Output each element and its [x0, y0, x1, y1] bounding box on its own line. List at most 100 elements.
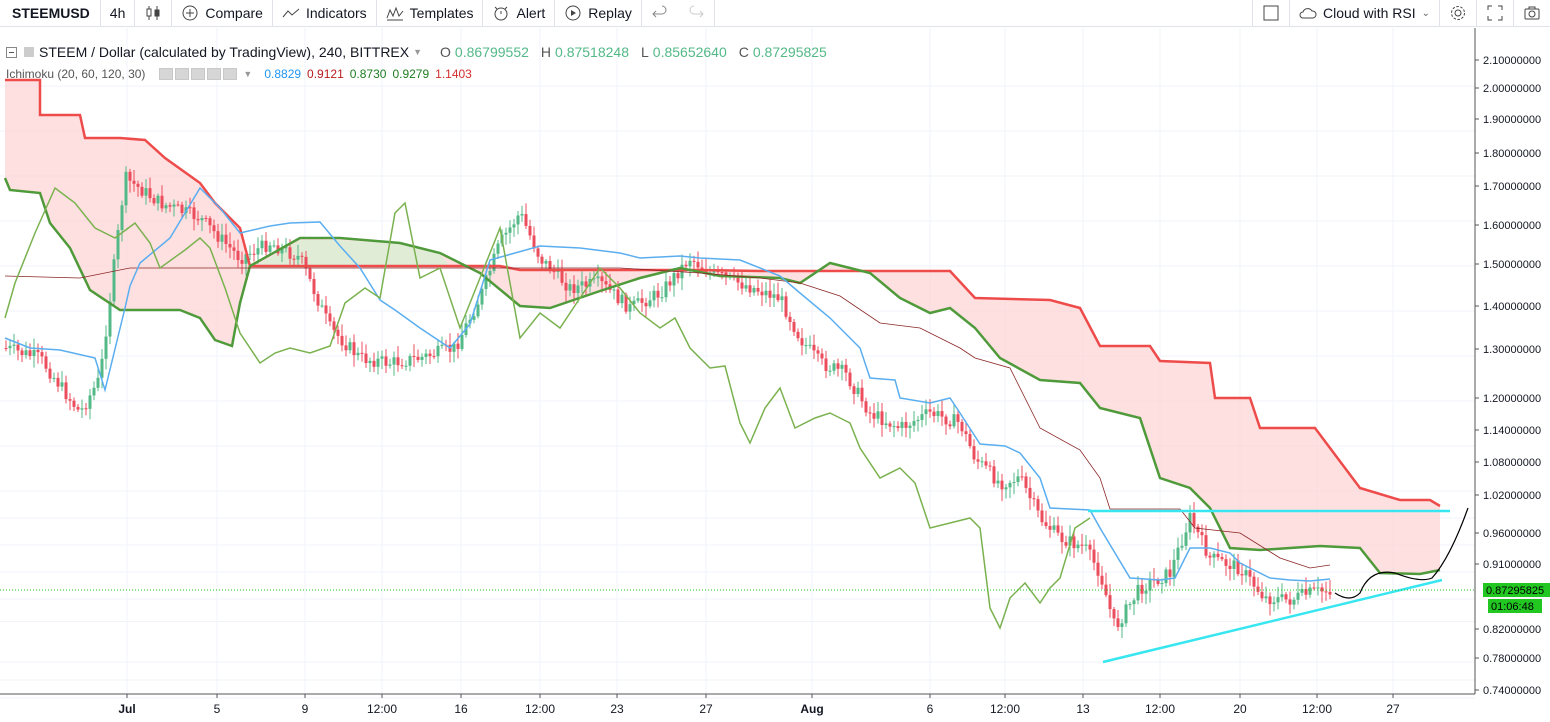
- candle-body: [1272, 602, 1276, 605]
- candle-body: [584, 281, 588, 287]
- fullscreen-button[interactable]: [1476, 0, 1513, 27]
- candle-body: [1244, 570, 1248, 576]
- candle-body: [1204, 535, 1208, 556]
- candle-body: [872, 413, 876, 419]
- symbol-label: STEEMUSD: [12, 5, 90, 21]
- compare-button[interactable]: Compare: [172, 0, 273, 27]
- chart-type-button[interactable]: [135, 0, 173, 27]
- eye-icon[interactable]: [159, 68, 174, 80]
- candle-body: [960, 421, 964, 432]
- candle-body: [688, 260, 692, 267]
- candle-body: [1252, 576, 1256, 587]
- time-tick-label: 27: [699, 702, 713, 716]
- candle-body: [1316, 587, 1320, 589]
- candle-body: [612, 289, 616, 291]
- interval-button[interactable]: 4h: [101, 0, 136, 27]
- candle-body: [348, 342, 352, 351]
- close-mini-icon[interactable]: [223, 68, 238, 80]
- caret-down-icon[interactable]: ▼: [243, 69, 253, 79]
- candle-body: [1024, 476, 1028, 488]
- candle-body: [908, 425, 912, 428]
- countdown-tag-bg: [1488, 599, 1542, 613]
- candle-body: [248, 253, 252, 255]
- candle-body: [684, 264, 688, 267]
- candle-body: [928, 409, 932, 412]
- candle-body: [1328, 591, 1332, 595]
- candle-body: [4, 348, 8, 349]
- candle-body: [1112, 609, 1116, 619]
- candle-body: [32, 349, 36, 356]
- candle-body: [1096, 562, 1100, 576]
- fullscreen-chart-toggle[interactable]: [1252, 0, 1289, 27]
- time-tick-label: 20: [1233, 702, 1247, 716]
- candle-body: [1140, 584, 1144, 594]
- candle-body: [424, 353, 428, 357]
- chart-pane[interactable]: 2.10000000 2.00000000 1.90000000 1.80000000…: [0, 28, 1550, 722]
- candle-body: [828, 370, 832, 372]
- price-tick-label: 1.60000000: [1483, 220, 1541, 232]
- caret-down-icon[interactable]: ▼: [413, 47, 423, 57]
- candle-body: [1004, 487, 1008, 490]
- candle-body: [900, 421, 904, 428]
- indicators-button[interactable]: Indicators: [273, 0, 377, 27]
- candle-body: [344, 345, 348, 351]
- settings-mini-icon[interactable]: [175, 68, 190, 80]
- candle-body: [236, 250, 240, 261]
- candle-body: [548, 260, 552, 272]
- candle-body: [1288, 599, 1292, 605]
- candle-body: [528, 225, 532, 236]
- close-label: C: [738, 44, 749, 60]
- layout-menu-button[interactable]: Cloud with RSI ⌄: [1289, 0, 1439, 27]
- candle-body: [128, 171, 132, 181]
- plus-circle-icon: [181, 4, 199, 22]
- alert-button[interactable]: Alert: [483, 0, 556, 27]
- candle-body: [624, 294, 628, 312]
- candle-body: [396, 357, 400, 366]
- candle-body: [240, 260, 244, 264]
- candle-body: [196, 219, 200, 221]
- source-icon[interactable]: [191, 68, 206, 80]
- replay-button[interactable]: Replay: [555, 0, 642, 27]
- price-tick-label: 0.91000000: [1483, 559, 1541, 571]
- open-value: 0.86799552: [454, 44, 529, 60]
- support-trendline: [1102, 578, 1443, 664]
- candle-body: [580, 281, 584, 286]
- candle-body: [380, 356, 384, 359]
- candle-body: [408, 356, 412, 366]
- candle-body: [64, 382, 68, 400]
- time-tick-label: 9: [302, 702, 309, 716]
- candle-body: [404, 365, 408, 367]
- candle-body: [876, 411, 880, 419]
- chart-canvas[interactable]: 2.10000000 2.00000000 1.90000000 1.80000000…: [0, 28, 1550, 722]
- candle-body: [316, 294, 320, 306]
- candle-body: [980, 461, 984, 463]
- collapse-legend-icon[interactable]: [6, 46, 17, 58]
- settings-button[interactable]: [1439, 0, 1476, 27]
- replay-icon: [564, 4, 582, 22]
- candle-body: [320, 305, 324, 307]
- candle-body: [1056, 525, 1060, 533]
- add-icon[interactable]: [207, 68, 222, 80]
- candle-body: [1016, 476, 1020, 483]
- candle-body: [180, 204, 184, 213]
- candle-body: [440, 344, 444, 346]
- candle-body: [628, 304, 632, 312]
- redo-button[interactable]: [678, 0, 715, 27]
- candle-body: [208, 218, 212, 226]
- snapshot-button[interactable]: [1513, 0, 1550, 27]
- candle-body: [1192, 513, 1196, 527]
- symbol-search-button[interactable]: STEEMUSD: [0, 0, 101, 27]
- time-tick-label: 5: [214, 702, 221, 716]
- candle-body: [616, 289, 620, 304]
- low-label: L: [640, 44, 649, 60]
- templates-button[interactable]: Templates: [377, 0, 484, 27]
- candle-body: [228, 243, 232, 248]
- candle-body: [848, 372, 852, 387]
- undo-button[interactable]: [642, 0, 678, 27]
- close-value: 0.87295825: [752, 44, 827, 60]
- candle-body: [100, 358, 104, 378]
- candle-body: [244, 254, 248, 264]
- price-tick-label: 1.90000000: [1483, 114, 1541, 126]
- candle-body: [780, 296, 784, 301]
- candle-body: [272, 245, 276, 247]
